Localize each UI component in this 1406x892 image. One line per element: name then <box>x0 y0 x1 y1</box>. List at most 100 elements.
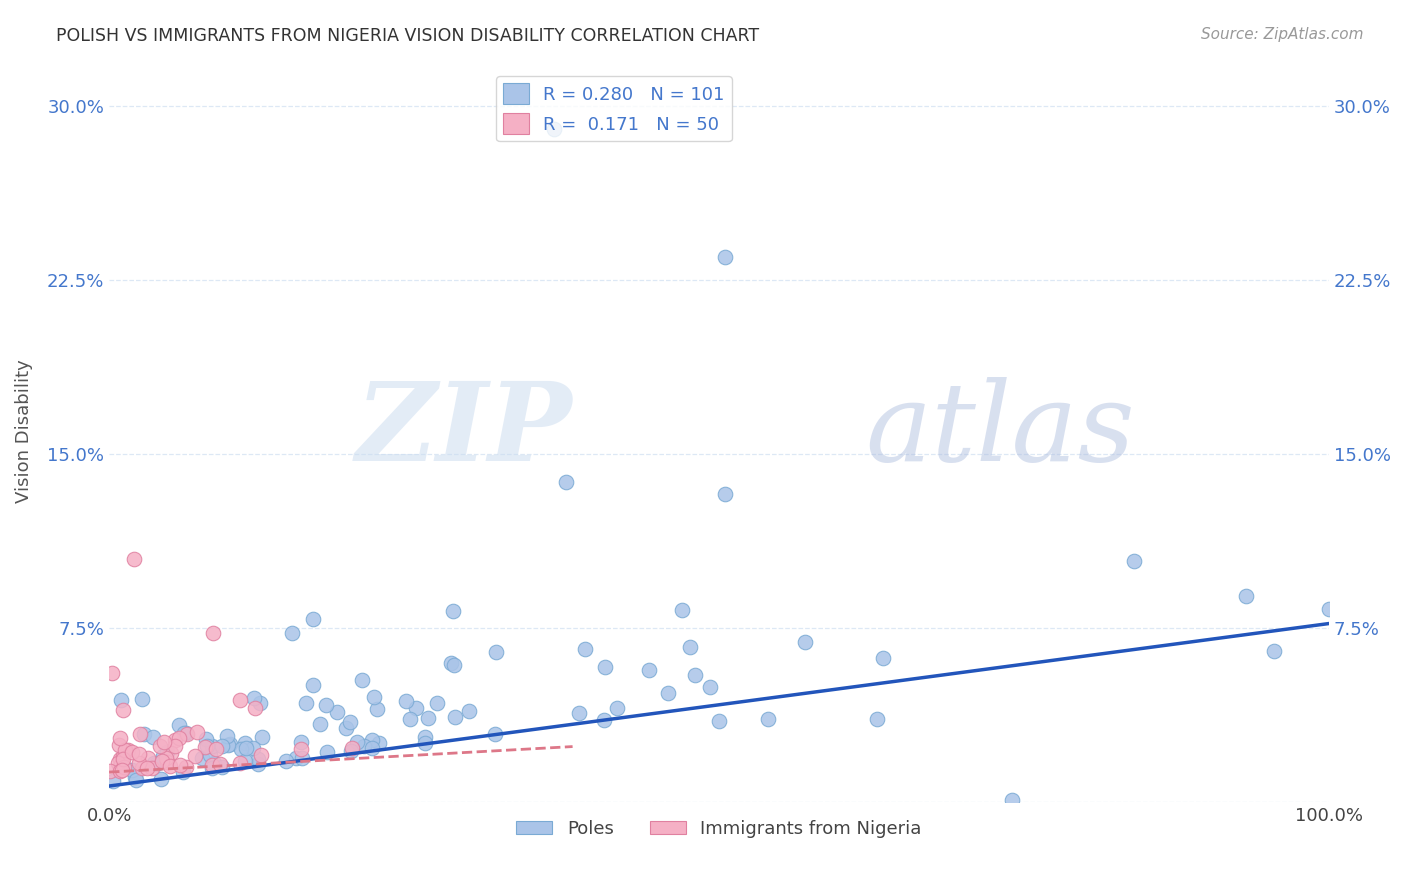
Point <box>211 739 233 754</box>
Point <box>195 739 218 753</box>
Point <box>592 713 614 727</box>
Point <box>108 764 131 778</box>
Point <box>165 739 187 754</box>
Point <box>484 727 506 741</box>
Point <box>699 680 721 694</box>
Point <box>714 250 737 264</box>
Point <box>156 756 179 770</box>
Point <box>360 733 382 747</box>
Point <box>184 748 207 763</box>
Point <box>366 702 388 716</box>
Point <box>163 733 186 747</box>
Point <box>108 752 131 766</box>
Point <box>218 737 240 751</box>
Point <box>195 731 218 746</box>
Point <box>152 748 174 763</box>
Point <box>346 734 368 748</box>
Point <box>793 634 815 648</box>
Point <box>568 706 591 720</box>
Point <box>186 724 208 739</box>
Point <box>443 657 465 672</box>
Point <box>340 744 363 758</box>
Point <box>485 645 508 659</box>
Point <box>142 731 165 745</box>
Point <box>176 726 198 740</box>
Point <box>1263 644 1285 658</box>
Point <box>1122 554 1144 568</box>
Point <box>444 710 467 724</box>
Point <box>368 736 391 750</box>
Point <box>441 604 464 618</box>
Point <box>606 700 628 714</box>
Point <box>352 673 374 687</box>
Point <box>125 772 148 787</box>
Point <box>176 727 198 741</box>
Point <box>714 486 737 500</box>
Point <box>866 712 889 726</box>
Point <box>128 727 150 741</box>
Point <box>111 703 134 717</box>
Point <box>121 745 143 759</box>
Point <box>276 754 298 768</box>
Point <box>136 750 159 764</box>
Point <box>204 742 226 756</box>
Point <box>249 696 271 710</box>
Point <box>301 678 323 692</box>
Point <box>217 729 239 743</box>
Point <box>103 774 125 789</box>
Point <box>756 712 779 726</box>
Point <box>395 694 418 708</box>
Point <box>201 625 224 640</box>
Point <box>353 739 375 754</box>
Legend: Poles, Immigrants from Nigeria: Poles, Immigrants from Nigeria <box>509 813 929 846</box>
Point <box>167 718 190 732</box>
Point <box>707 714 730 728</box>
Point <box>136 762 159 776</box>
Point <box>671 602 693 616</box>
Point <box>101 665 124 680</box>
Point <box>152 735 174 749</box>
Y-axis label: Vision Disability: Vision Disability <box>15 359 32 503</box>
Point <box>124 770 146 784</box>
Point <box>657 686 679 700</box>
Point <box>316 745 339 759</box>
Point <box>110 731 132 745</box>
Point <box>155 751 177 765</box>
Point <box>250 748 273 763</box>
Point <box>243 701 266 715</box>
Point <box>1234 589 1257 603</box>
Point <box>121 763 143 777</box>
Point <box>405 701 427 715</box>
Point <box>141 761 163 775</box>
Point <box>149 772 172 786</box>
Point <box>326 705 349 719</box>
Point <box>457 704 479 718</box>
Point <box>242 740 264 755</box>
Point <box>638 663 661 677</box>
Point <box>309 716 332 731</box>
Point <box>122 551 145 566</box>
Point <box>217 738 239 752</box>
Point <box>174 760 197 774</box>
Point <box>132 727 155 741</box>
Point <box>208 756 231 771</box>
Point <box>194 740 217 755</box>
Point <box>250 730 273 744</box>
Point <box>112 751 135 765</box>
Point <box>229 693 252 707</box>
Point <box>247 752 270 766</box>
Point <box>294 696 316 710</box>
Point <box>291 751 314 765</box>
Point <box>574 642 596 657</box>
Point <box>111 748 134 763</box>
Point <box>117 743 139 757</box>
Point <box>555 475 578 489</box>
Point <box>114 743 136 757</box>
Text: ZIP: ZIP <box>356 377 572 484</box>
Point <box>339 715 361 730</box>
Point <box>683 667 706 681</box>
Point <box>335 722 357 736</box>
Point <box>440 656 463 670</box>
Point <box>413 736 436 750</box>
Point <box>290 741 312 756</box>
